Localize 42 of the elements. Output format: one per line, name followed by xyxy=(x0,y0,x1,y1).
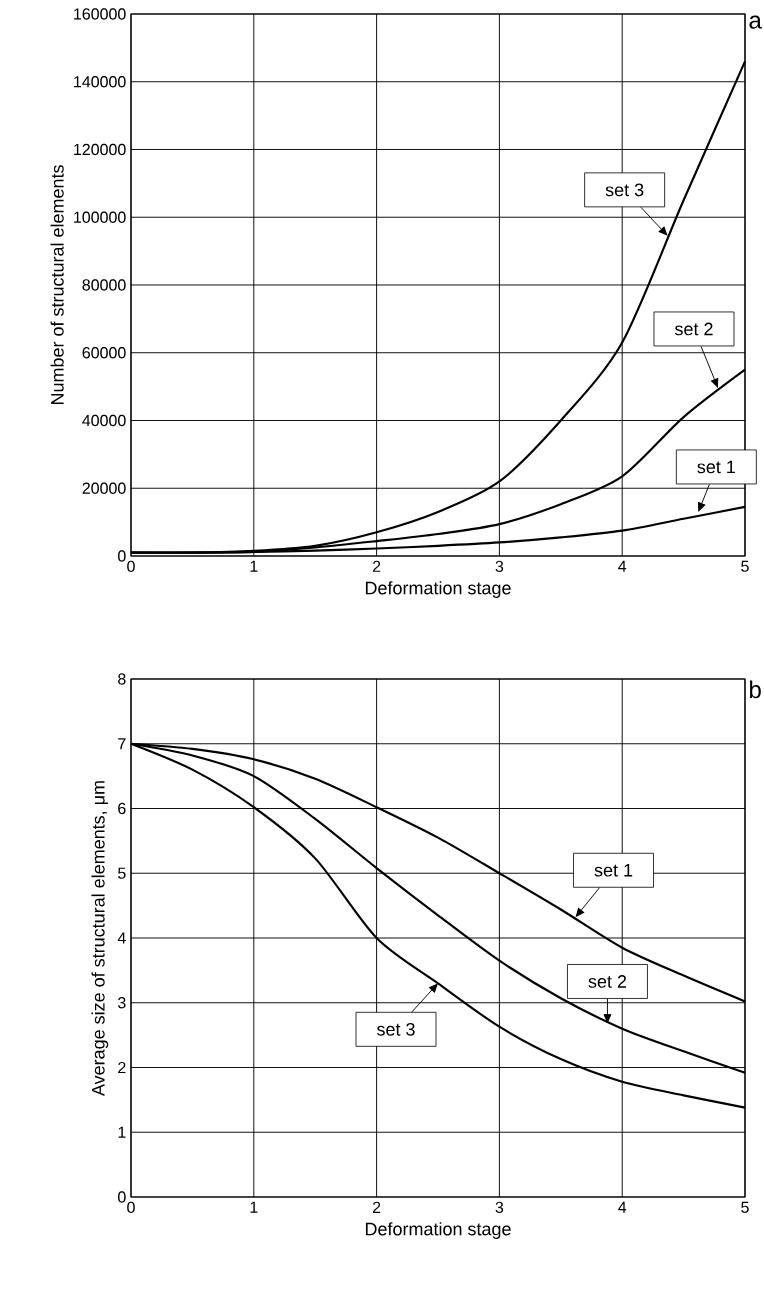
y-tick-label: 140000 xyxy=(74,76,126,88)
x-tick-label: 5 xyxy=(741,1201,749,1213)
annotation: set 3 xyxy=(605,183,644,197)
chart-title: b xyxy=(750,680,761,699)
y-tick-label: 3 xyxy=(118,997,126,1009)
y-tick-label: 0 xyxy=(118,1191,126,1203)
x-tick-label: 2 xyxy=(372,560,381,572)
y-tick-label: 5 xyxy=(118,867,126,879)
x-axis-title: Deformation stage xyxy=(365,1222,511,1239)
x-axis-title: Deformation stage xyxy=(365,581,511,598)
y-tick-label: 0 xyxy=(118,550,126,562)
chart-title: a xyxy=(749,15,762,29)
y-tick-label: 40000 xyxy=(82,414,126,427)
annotation: set 3 xyxy=(376,1022,415,1036)
y-tick-label: 8 xyxy=(118,673,126,685)
y-tick-label: 4 xyxy=(117,932,126,944)
y-tick-label: 1 xyxy=(118,1126,126,1138)
y-tick-label: 6 xyxy=(118,802,126,815)
y-axis-title: Number of structural elements xyxy=(50,165,64,405)
x-tick-label: 4 xyxy=(618,560,627,572)
y-tick-label: 80000 xyxy=(82,279,126,291)
y-tick-label: 100000 xyxy=(74,211,126,223)
y-tick-label: 7 xyxy=(118,738,126,750)
x-tick-label: 2 xyxy=(372,1201,381,1213)
x-tick-label: 3 xyxy=(495,560,504,573)
annotation: set 2 xyxy=(588,975,627,988)
x-tick-label: 0 xyxy=(127,1201,135,1214)
y-tick-label: 2 xyxy=(118,1061,126,1074)
y-tick-label: 120000 xyxy=(74,143,126,156)
x-tick-label: 1 xyxy=(250,1201,258,1213)
y-tick-label: 160000 xyxy=(74,8,126,20)
x-tick-label: 0 xyxy=(127,560,135,573)
x-tick-label: 5 xyxy=(741,560,749,572)
x-tick-label: 1 xyxy=(250,560,258,572)
y-tick-label: 60000 xyxy=(82,347,126,359)
x-tick-label: 4 xyxy=(618,1201,627,1213)
annotation: set 2 xyxy=(674,322,713,336)
annotation: set 1 xyxy=(594,864,633,877)
x-tick-label: 3 xyxy=(495,1201,504,1214)
annotation: set 1 xyxy=(697,460,735,474)
y-tick-label: 20000 xyxy=(82,482,126,494)
y-axis-title: Average size of structural elements, μm xyxy=(91,781,109,1097)
